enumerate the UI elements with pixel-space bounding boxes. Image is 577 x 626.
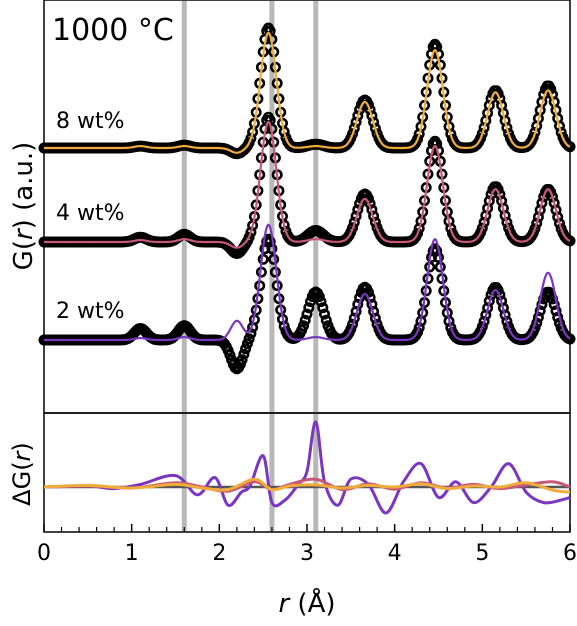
observed-point bbox=[320, 314, 332, 326]
observed-point bbox=[243, 333, 255, 345]
x-axis-ticks: 0 1 2 3 4 5 6 bbox=[37, 524, 577, 566]
bottom-reference-lines bbox=[181, 414, 319, 531]
series-label-4-wtpct: 4 wt% bbox=[56, 201, 125, 226]
observed-point bbox=[411, 133, 423, 145]
x-tick-label: 0 bbox=[37, 541, 51, 566]
observed-point bbox=[564, 235, 576, 247]
observed-point bbox=[529, 223, 541, 235]
observed-point bbox=[238, 348, 250, 360]
observed-points-4-wtpct bbox=[38, 111, 576, 260]
fit-line-8-wtpct bbox=[44, 31, 571, 154]
top-panel: 1000 °C 8 wt% 4 wt% 2 wt% G(r) (a.u.) bbox=[9, 0, 576, 414]
difference-line-8-wtpct bbox=[43, 477, 571, 494]
x-axis-label: r (Å) bbox=[278, 587, 335, 619]
x-tick-label: 3 bbox=[300, 541, 314, 566]
fit-line-2-wtpct bbox=[44, 223, 571, 342]
observed-point bbox=[299, 314, 311, 326]
observed-point bbox=[236, 354, 248, 366]
observed-point bbox=[297, 320, 309, 332]
observed-point bbox=[411, 228, 423, 240]
observed-point bbox=[224, 349, 236, 361]
top-series-group bbox=[38, 22, 576, 375]
observed-point bbox=[303, 302, 315, 314]
temperature-annotation: 1000 °C bbox=[52, 13, 174, 48]
observed-point bbox=[476, 128, 488, 140]
observed-point bbox=[534, 305, 546, 317]
x-tick-label: 2 bbox=[212, 541, 226, 566]
observed-point bbox=[318, 308, 330, 320]
observed-point bbox=[548, 298, 560, 310]
observed-point bbox=[317, 302, 329, 314]
difference-line-2-wtpct bbox=[43, 420, 571, 515]
observed-point bbox=[546, 191, 558, 203]
bottom-panel: ΔG(r) 0 1 2 3 4 5 6 r (Å) bbox=[8, 412, 577, 619]
x-tick-label: 5 bbox=[475, 541, 489, 566]
observed-point bbox=[301, 308, 313, 320]
bottom-y-axis-label: ΔG(r) bbox=[8, 442, 36, 506]
observed-point bbox=[527, 132, 539, 144]
observed-point bbox=[241, 338, 253, 350]
observed-point bbox=[243, 231, 255, 243]
observed-point bbox=[347, 128, 359, 140]
x-tick-label: 6 bbox=[563, 541, 577, 566]
observed-point bbox=[564, 141, 576, 153]
observed-point bbox=[553, 217, 565, 229]
x-tick-label: 4 bbox=[388, 541, 402, 566]
top-y-axis-label: G(r) (a.u.) bbox=[9, 142, 39, 271]
observed-point bbox=[564, 333, 576, 345]
series-labels: 8 wt% 4 wt% 2 wt% bbox=[56, 109, 125, 324]
series-label-2-wtpct: 2 wt% bbox=[56, 299, 125, 324]
observed-point bbox=[550, 305, 562, 317]
observed-point bbox=[245, 132, 257, 144]
observed-point bbox=[531, 217, 543, 229]
series-label-8-wtpct: 8 wt% bbox=[56, 109, 125, 134]
x-tick-label: 1 bbox=[125, 541, 139, 566]
observed-point bbox=[347, 222, 359, 234]
observed-point bbox=[536, 298, 548, 310]
observed-point bbox=[266, 243, 278, 255]
observed-point bbox=[476, 222, 488, 234]
observed-point bbox=[315, 296, 327, 308]
observed-point bbox=[431, 245, 443, 257]
observed-point bbox=[313, 290, 325, 302]
observed-point bbox=[240, 343, 252, 355]
difference-series-group bbox=[43, 420, 571, 515]
observed-point bbox=[476, 321, 488, 333]
fit-line-4-wtpct bbox=[44, 120, 571, 249]
